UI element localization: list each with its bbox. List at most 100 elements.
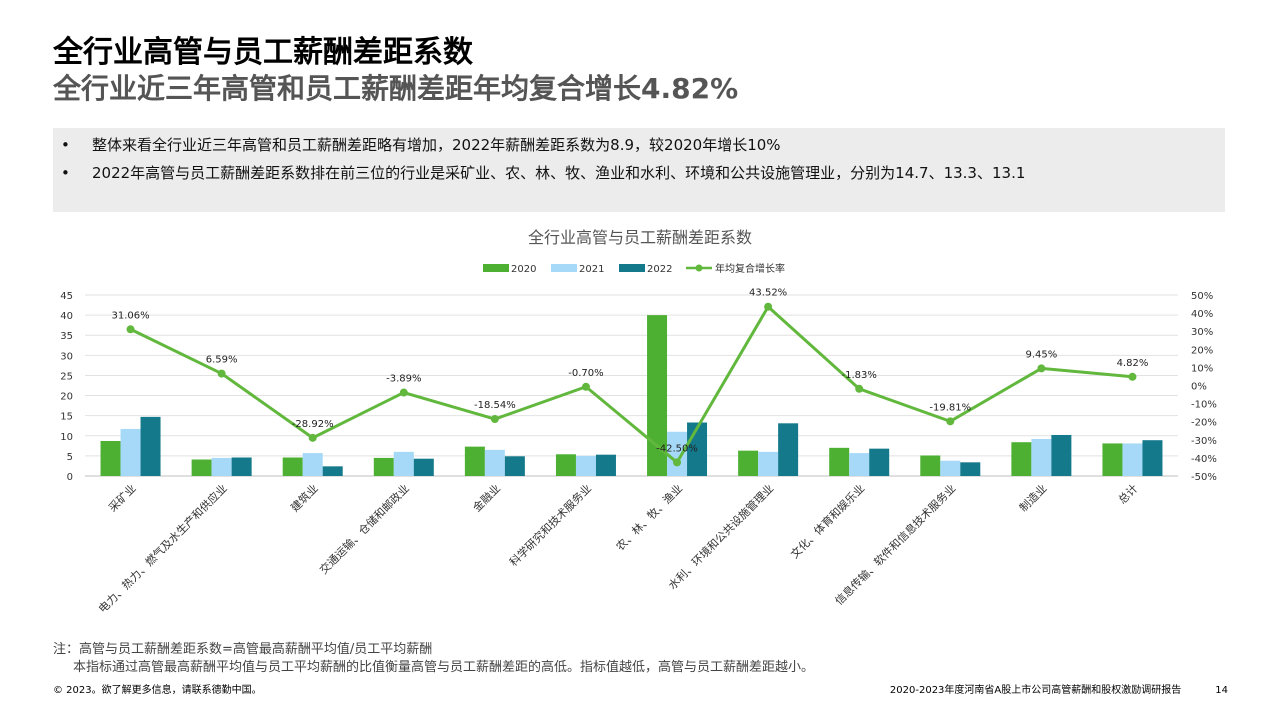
bar-2020 bbox=[738, 450, 759, 476]
bar-2022 bbox=[140, 416, 161, 476]
bar-2020 bbox=[920, 455, 941, 476]
report-footer: 2020-2023年度河南省A股上市公司高管薪酬和股权激励调研报告 14 bbox=[890, 681, 1228, 696]
bar-2021 bbox=[484, 449, 505, 476]
growth-rate-point bbox=[490, 415, 499, 424]
growth-rate-label: -42.50% bbox=[656, 443, 698, 454]
y-left-tick: 35 bbox=[60, 331, 73, 342]
y-right-tick: 30% bbox=[1191, 327, 1213, 338]
legend-label-line: 年均复合增长率 bbox=[715, 262, 785, 275]
bar-2022 bbox=[504, 456, 525, 476]
bar-2022 bbox=[778, 423, 799, 476]
growth-rate-point bbox=[946, 417, 955, 426]
x-category-label: 建筑业 bbox=[288, 481, 321, 514]
y-left-tick: 40 bbox=[60, 311, 73, 322]
growth-rate-point bbox=[399, 388, 408, 397]
growth-rate-label: 43.52% bbox=[749, 288, 787, 299]
footnote-explanation: 本指标通过高管最高薪酬平均值与员工平均薪酬的比值衡量高管与员工薪酬差距的高低。指… bbox=[73, 660, 815, 675]
growth-rate-label: -3.89% bbox=[386, 374, 421, 385]
page-subtitle: 全行业近三年高管和员工薪酬差距年均复合增长4.82% bbox=[53, 72, 739, 105]
x-category-label: 农、林、牧、渔业 bbox=[613, 481, 685, 553]
bar-2020 bbox=[647, 315, 668, 476]
legend-swatch-2021 bbox=[551, 264, 577, 272]
chart-title: 全行业高管与员工薪酬差距系数 bbox=[528, 228, 752, 247]
bar-2021 bbox=[940, 460, 961, 476]
bar-2022 bbox=[1142, 440, 1163, 476]
y-left-tick: 45 bbox=[60, 291, 73, 302]
bar-2021 bbox=[211, 457, 232, 476]
legend-swatch-2022 bbox=[619, 264, 645, 272]
bar-2021 bbox=[758, 451, 779, 476]
growth-rate-label: -0.70% bbox=[568, 368, 603, 379]
y-left-tick: 25 bbox=[60, 371, 73, 382]
bar-2022 bbox=[231, 457, 252, 476]
bar-2022 bbox=[322, 466, 343, 476]
growth-rate-point bbox=[673, 458, 682, 467]
page-title: 全行业高管与员工薪酬差距系数 bbox=[53, 35, 473, 70]
growth-rate-point bbox=[855, 384, 864, 393]
bar-2020 bbox=[191, 459, 212, 476]
x-category-label: 水利、环境和公共设施管理业 bbox=[665, 481, 776, 592]
y-right-tick: -20% bbox=[1191, 418, 1217, 429]
bar-2022 bbox=[869, 448, 890, 476]
summary-box: • 整体来看全行业近三年高管和员工薪酬差距略有增加，2022年薪酬差距系数为8.… bbox=[53, 128, 1225, 212]
bar-2020 bbox=[282, 457, 303, 476]
chart-area: 全行业高管与员工薪酬差距系数 2020 2021 2022 年均复合增长率 0 5 10 15 2… bbox=[0, 215, 1280, 640]
growth-rate-point bbox=[764, 302, 773, 311]
bar-2020 bbox=[100, 441, 121, 476]
bar-2021 bbox=[575, 455, 596, 476]
y-right-tick: 0% bbox=[1191, 382, 1207, 393]
bar-2021 bbox=[667, 431, 688, 476]
bullet-icon: • bbox=[61, 164, 70, 182]
growth-rate-label: -19.81% bbox=[929, 402, 971, 413]
x-category-label: 制造业 bbox=[1016, 481, 1049, 514]
y-left-tick: 20 bbox=[60, 392, 73, 403]
growth-rate-label: 4.82% bbox=[1117, 358, 1149, 369]
growth-rate-line bbox=[129, 305, 1133, 464]
summary-point: • 整体来看全行业近三年高管和员工薪酬差距略有增加，2022年薪酬差距系数为8.… bbox=[53, 134, 1225, 156]
bar-2021 bbox=[1122, 443, 1143, 476]
y-right-tick: 40% bbox=[1191, 309, 1213, 320]
report-name: 2020-2023年度河南省A股上市公司高管薪酬和股权激励调研报告 bbox=[889, 685, 1182, 696]
growth-rate-label: -18.54% bbox=[474, 400, 516, 411]
growth-rate-label: -28.92% bbox=[292, 419, 334, 430]
y-left-tick: 30 bbox=[60, 351, 73, 362]
bar-2021 bbox=[393, 451, 414, 476]
y-right-tick: -40% bbox=[1191, 454, 1217, 465]
growth-rate-point bbox=[581, 382, 590, 391]
x-category-label: 文化、体育和娱乐业 bbox=[787, 481, 867, 561]
x-category-label: 科学研究和技术服务业 bbox=[506, 481, 594, 569]
growth-rate-point bbox=[126, 325, 135, 334]
bar-2020 bbox=[1102, 443, 1123, 476]
growth-rate-label: 31.06% bbox=[111, 310, 149, 321]
x-category-label: 总计 bbox=[1115, 481, 1140, 506]
growth-rate-point bbox=[308, 433, 317, 442]
legend-swatch-2020 bbox=[483, 264, 509, 272]
copyright-footer: © 2023。欲了解更多信息，请联系德勤中国。 bbox=[53, 685, 262, 696]
bar-2020 bbox=[555, 454, 576, 476]
page-number: 14 bbox=[1215, 685, 1228, 696]
summary-text: 整体来看全行业近三年高管和员工薪酬差距略有增加，2022年薪酬差距系数为8.9，… bbox=[92, 136, 781, 154]
legend-label-2021: 2021 bbox=[579, 264, 604, 275]
y-left-tick: 0 bbox=[67, 472, 73, 483]
y-left-tick: 15 bbox=[60, 412, 73, 423]
x-category-label: 交通运输、仓储和邮政业 bbox=[316, 481, 411, 576]
legend-label-2020: 2020 bbox=[511, 264, 536, 275]
summary-point: • 2022年高管与员工薪酬差距系数排在前三位的行业是采矿业、农、林、牧、渔业和… bbox=[53, 162, 1225, 184]
x-category-label: 采矿业 bbox=[106, 482, 139, 515]
summary-text: 2022年高管与员工薪酬差距系数排在前三位的行业是采矿业、农、林、牧、渔业和水利… bbox=[92, 164, 1026, 182]
bar-2022 bbox=[1051, 434, 1072, 476]
growth-rate-label: 9.45% bbox=[1025, 349, 1057, 360]
x-category-label: 金融业 bbox=[470, 481, 503, 514]
y-right-tick: -30% bbox=[1191, 436, 1217, 447]
growth-rate-point bbox=[1128, 372, 1137, 381]
growth-rate-point bbox=[217, 369, 226, 378]
combo-chart: 全行业高管与员工薪酬差距系数 2020 2021 2022 年均复合增长率 0 5 10 15 2… bbox=[60, 228, 1217, 616]
legend-line-marker bbox=[695, 264, 703, 272]
bullet-icon: • bbox=[61, 136, 70, 154]
growth-rate-label: -1.83% bbox=[842, 370, 877, 381]
y-right-tick: -10% bbox=[1191, 400, 1217, 411]
y-left-tick: 10 bbox=[60, 432, 73, 443]
bar-2020 bbox=[829, 447, 850, 476]
bar-2020 bbox=[1011, 442, 1032, 476]
y-left-tick: 5 bbox=[67, 452, 73, 463]
